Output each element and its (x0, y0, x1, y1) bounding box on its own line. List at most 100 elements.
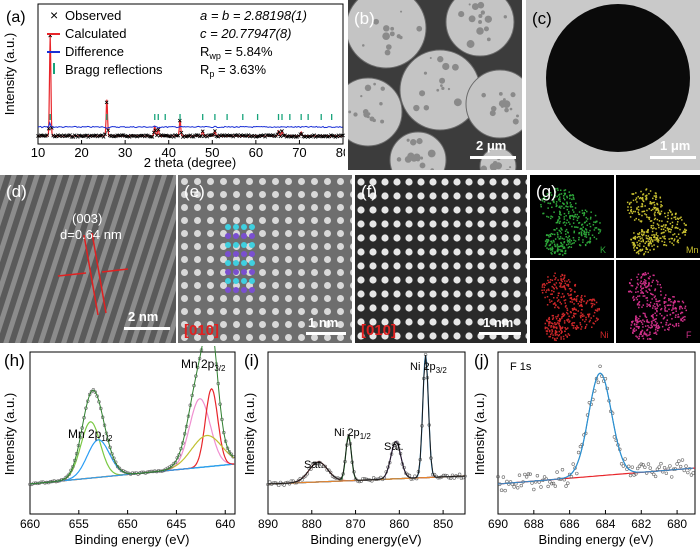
sem-texture (499, 164, 503, 167)
eds-dot (664, 215, 667, 218)
eds-dot (661, 240, 663, 243)
eds-dot (566, 196, 569, 199)
eds-dot (630, 209, 632, 212)
eds-dot (627, 209, 629, 212)
eds-dot (660, 210, 663, 213)
eds-dot (551, 216, 554, 218)
observed-point (277, 130, 281, 134)
eds-dot (644, 283, 646, 285)
eds-dot (640, 240, 642, 243)
eds-dot (645, 237, 648, 239)
eds-dot (546, 330, 548, 333)
eds-dot (574, 313, 577, 315)
eds-dot (584, 320, 586, 323)
eds-dot (655, 233, 657, 236)
x-tick-label: 655 (69, 517, 89, 531)
observed-point (97, 133, 101, 138)
eds-dot (569, 202, 572, 204)
eds-dot (644, 213, 646, 215)
eds-dot (630, 284, 633, 287)
eds-dot (553, 243, 556, 246)
eds-dot (655, 198, 657, 201)
eds-dot (580, 326, 583, 328)
sem-texture (362, 109, 369, 115)
eds-dot (549, 335, 551, 338)
sem-texture (512, 118, 519, 125)
eds-dot (578, 305, 581, 307)
plot-frame (37, 3, 344, 145)
eds-dot (568, 210, 570, 213)
eds-dot (679, 217, 681, 219)
eds-dot (656, 218, 659, 221)
eds-dot (589, 229, 591, 232)
eds-dot (660, 204, 662, 206)
eds-dot (554, 272, 556, 275)
eds-dot (564, 288, 567, 291)
eds-dot (576, 213, 578, 216)
eds-dot (642, 199, 644, 202)
eds-dot (640, 333, 642, 335)
eds-dot (638, 197, 641, 200)
eds-dot (551, 289, 553, 292)
eds-dot (639, 333, 641, 336)
eds-dot (658, 326, 661, 329)
y-axis-label-i: Intensity (a.u.) (242, 393, 257, 475)
eds-dot (566, 284, 568, 286)
eds-dot (638, 245, 641, 247)
eds-dot (559, 253, 561, 255)
data-point (598, 364, 602, 369)
data-point (652, 472, 656, 477)
eds-dot (561, 293, 564, 295)
eds-dot (671, 242, 673, 244)
eds-dot (554, 229, 556, 231)
sem-texture (484, 15, 492, 23)
eds-dot (563, 238, 565, 240)
eds-dot (586, 218, 589, 220)
eds-dot (641, 283, 643, 285)
eds-dot (632, 295, 635, 298)
eds-dot (636, 207, 638, 209)
data-point (411, 477, 415, 481)
eds-dot (662, 235, 664, 238)
eds-dot (560, 282, 563, 285)
eds-dot (553, 196, 556, 199)
eds-dot (681, 307, 684, 310)
sem-texture (468, 3, 471, 6)
eds-dot (547, 238, 549, 241)
eds-dot (577, 326, 580, 329)
sem-texture (427, 149, 436, 158)
eds-dot (642, 273, 645, 275)
eds-dot (679, 308, 681, 310)
eds-dot (555, 277, 557, 279)
eds-dot (660, 232, 663, 235)
eds-dot (585, 232, 587, 234)
eds-dot (631, 321, 633, 323)
eds-dot (656, 322, 658, 325)
eds-dot (641, 210, 643, 213)
eds-dot (585, 323, 588, 326)
eds-dot (546, 333, 548, 335)
eds-dot (562, 195, 565, 197)
eds-dot (638, 301, 640, 304)
eds-dot (598, 309, 600, 311)
eds-dot (634, 244, 636, 247)
eds-dot (656, 240, 659, 242)
eds-dot (655, 209, 657, 211)
eds-dot (640, 190, 642, 193)
eds-dot (655, 238, 658, 241)
eds-dot (655, 196, 657, 198)
eds-dot (640, 331, 643, 333)
eds-dot (658, 226, 660, 229)
eds-dot (554, 337, 556, 340)
eds-dot (564, 299, 567, 301)
eds-dot (557, 334, 560, 337)
eds-dot (555, 203, 558, 205)
eds-dot (641, 231, 643, 233)
eds-dot (563, 295, 565, 297)
eds-dot (554, 191, 556, 194)
eds-dot (646, 303, 648, 305)
data-point (571, 462, 575, 466)
eds-dot (638, 232, 641, 234)
eds-dot (555, 221, 558, 224)
eds-dot (646, 248, 649, 251)
